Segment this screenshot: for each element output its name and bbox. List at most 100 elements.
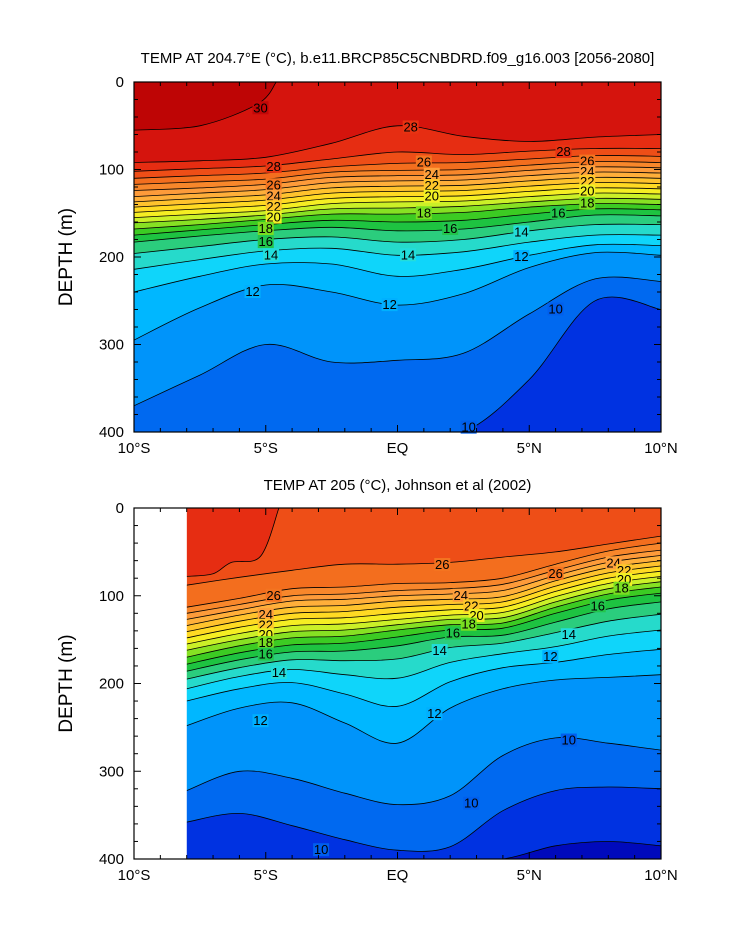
y-tick-label: 200 bbox=[99, 676, 124, 693]
isotherm-16 bbox=[134, 214, 661, 243]
contour-label: 18 bbox=[614, 581, 628, 596]
contour-label: 24 bbox=[266, 189, 280, 204]
y-tick-label: 100 bbox=[99, 162, 124, 179]
contour-label: 10 bbox=[562, 733, 576, 748]
contour-label: 12 bbox=[382, 297, 396, 312]
contour-label: 24 bbox=[259, 607, 273, 622]
contour-label-bg bbox=[463, 796, 480, 810]
x-tick-label: 10°S bbox=[118, 867, 151, 884]
isotherm-10 bbox=[186, 786, 661, 852]
contour-label-bg bbox=[579, 154, 596, 168]
contour-label-bg bbox=[431, 644, 448, 658]
contour-label-bg bbox=[442, 222, 459, 235]
isotherm-24 bbox=[186, 555, 661, 620]
contour-label: 26 bbox=[266, 588, 280, 603]
y-tick-label: 100 bbox=[99, 588, 124, 605]
chart-title: TEMP AT 205 (°C), Johnson et al (2002) bbox=[264, 477, 532, 494]
contour-label-bg bbox=[402, 120, 419, 134]
contour-label: 12 bbox=[245, 284, 259, 299]
contour-label: 14 bbox=[264, 247, 278, 262]
contour-label-bg bbox=[460, 420, 477, 434]
contour-label-bg bbox=[460, 617, 477, 631]
contour-label-bg bbox=[257, 608, 274, 622]
isotherm-23 bbox=[134, 176, 661, 203]
contour-label-bg bbox=[542, 650, 559, 664]
contour-label-bg bbox=[423, 167, 440, 181]
isotherm-13 bbox=[186, 648, 661, 707]
contour-label: 18 bbox=[461, 617, 475, 632]
contour-label-bg bbox=[263, 248, 280, 262]
contour-label-bg bbox=[270, 665, 287, 679]
contour-label-bg bbox=[244, 285, 261, 298]
contour-label-bg bbox=[547, 566, 564, 580]
warm-pool-contour bbox=[134, 82, 277, 131]
contour-label-bg bbox=[560, 628, 577, 642]
contour-label: 12 bbox=[253, 713, 267, 728]
contour-label: 10 bbox=[461, 420, 475, 435]
isotherm-18 bbox=[134, 203, 661, 230]
contour-label: 30 bbox=[253, 100, 267, 115]
y-tick-label: 300 bbox=[99, 763, 124, 780]
contour-label-bg bbox=[265, 200, 282, 214]
x-tick-label: 5°S bbox=[254, 867, 278, 884]
contour-label-bg bbox=[265, 189, 282, 203]
x-tick-label: 5°N bbox=[517, 440, 542, 457]
isotherm-27 bbox=[186, 535, 661, 586]
x-tick-label: 10°S bbox=[118, 440, 151, 457]
contour-label: 12 bbox=[514, 249, 528, 264]
contour-label: 14 bbox=[401, 247, 415, 262]
contour-label: 14 bbox=[562, 627, 576, 642]
warm-pool-fill bbox=[134, 82, 277, 131]
contour-label-bg bbox=[579, 196, 596, 210]
isotherm-11 bbox=[134, 276, 661, 407]
contour-label-bg bbox=[415, 206, 432, 220]
contour-label-bg bbox=[513, 250, 530, 263]
contour-label: 20 bbox=[580, 183, 594, 198]
contour-label: 16 bbox=[551, 205, 565, 220]
contour-label: 10 bbox=[464, 796, 478, 811]
warm-pool-contour bbox=[186, 508, 280, 577]
contour-label-bg bbox=[444, 626, 461, 640]
contour-label-bg bbox=[613, 581, 630, 595]
contour-label: 20 bbox=[425, 189, 439, 204]
isotherm-9 bbox=[186, 841, 661, 859]
contour-label-bg bbox=[426, 707, 443, 721]
isotherm-21 bbox=[134, 187, 661, 213]
contour-label-bg bbox=[555, 145, 572, 158]
warm-pool-fill bbox=[186, 508, 279, 577]
band-above-27 bbox=[186, 508, 661, 586]
contour-label-bg bbox=[560, 733, 577, 747]
x-tick-label: EQ bbox=[387, 440, 409, 457]
isotherm-20 bbox=[134, 192, 661, 218]
contour-label: 16 bbox=[259, 647, 273, 662]
y-tick-label: 0 bbox=[116, 74, 124, 91]
isotherm-13 bbox=[134, 243, 661, 293]
band-below-10 bbox=[134, 297, 661, 432]
isotherm-17 bbox=[134, 208, 661, 236]
contour-label-bg bbox=[257, 235, 274, 249]
contour-label: 10 bbox=[314, 842, 328, 857]
contour-line-layer bbox=[134, 82, 661, 432]
contour-label: 12 bbox=[543, 649, 557, 664]
contour-label: 24 bbox=[425, 167, 439, 182]
contour-label: 26 bbox=[580, 154, 594, 169]
contour-label-bg bbox=[550, 206, 567, 220]
contour-label: 28 bbox=[266, 159, 280, 174]
contour-label: 16 bbox=[446, 625, 460, 640]
contour-label: 18 bbox=[580, 196, 594, 211]
contour-label-bg bbox=[423, 179, 440, 193]
x-tick-label: EQ bbox=[387, 867, 409, 884]
contour-label-bg bbox=[434, 558, 451, 572]
isotherm-11 bbox=[186, 737, 661, 806]
contour-label: 14 bbox=[272, 665, 286, 680]
contour-label: 26 bbox=[266, 177, 280, 192]
y-tick-label: 400 bbox=[99, 424, 124, 441]
isotherm-12 bbox=[186, 674, 661, 744]
y-tick-label: 200 bbox=[99, 249, 124, 266]
isotherm-14 bbox=[186, 629, 661, 690]
contour-label: 28 bbox=[556, 144, 570, 159]
contour-label-bg bbox=[252, 714, 269, 728]
isotherm-26 bbox=[134, 161, 661, 185]
contour-label-bg bbox=[513, 225, 530, 239]
isotherm-19 bbox=[134, 197, 661, 224]
